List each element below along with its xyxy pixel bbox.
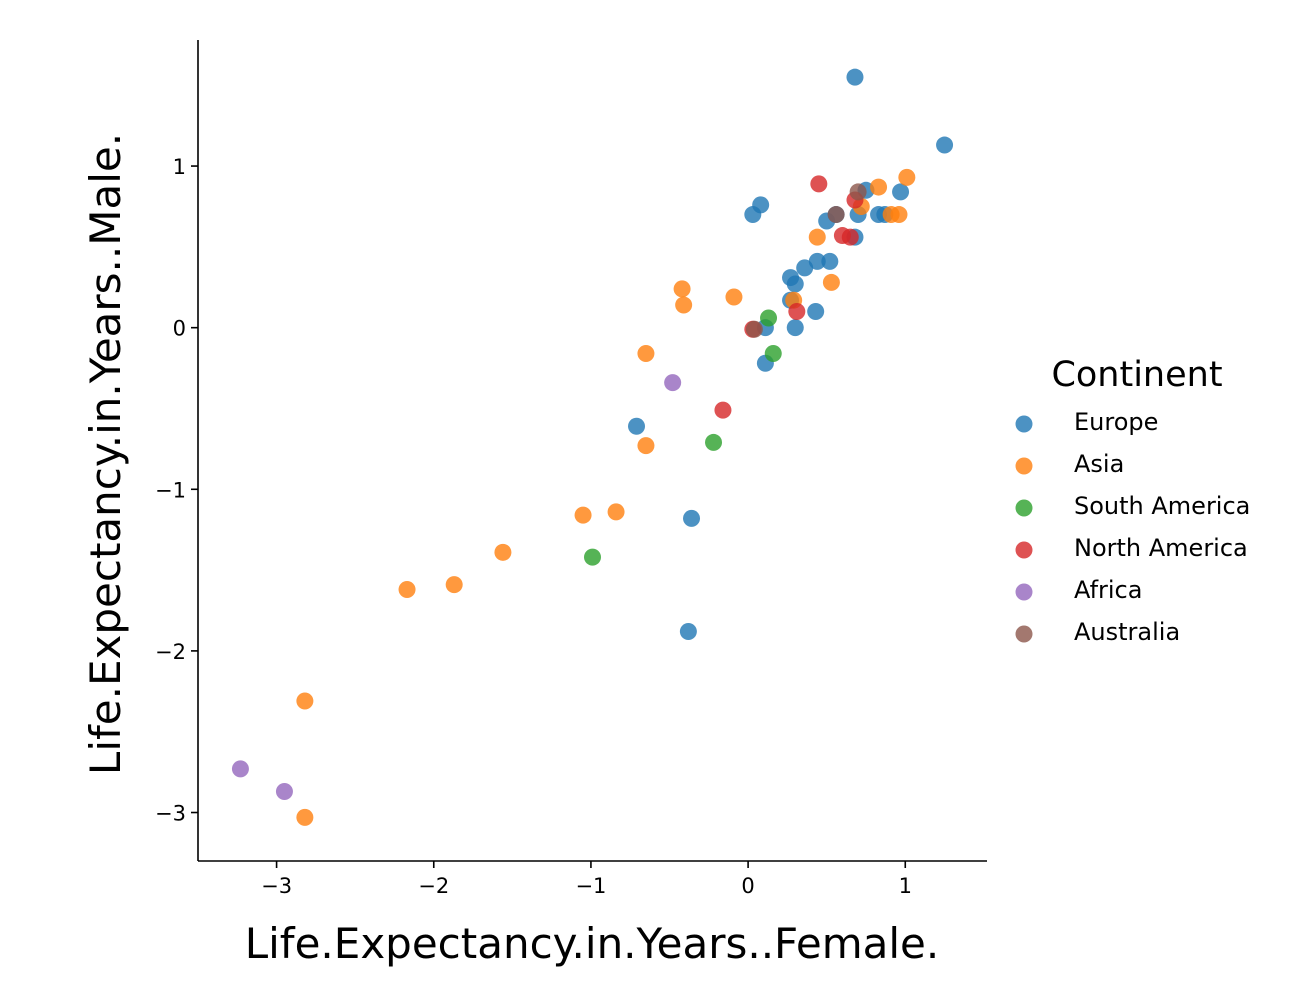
data-point — [898, 168, 916, 186]
data-point — [725, 288, 743, 306]
data-point — [664, 374, 682, 392]
x-tick-label: −3 — [261, 874, 292, 898]
data-point — [679, 623, 697, 641]
legend-label: Europe — [1074, 408, 1158, 436]
data-point — [445, 576, 463, 594]
data-point — [296, 692, 314, 710]
data-point — [892, 183, 910, 201]
data-points — [231, 68, 954, 826]
series-australia — [745, 183, 867, 338]
data-point — [796, 259, 814, 277]
series-asia — [296, 168, 916, 826]
x-ticks: −3 −2 −1 0 1 — [261, 861, 912, 898]
data-point — [807, 303, 825, 321]
data-point — [745, 320, 763, 338]
legend-title: Continent — [1051, 355, 1222, 395]
data-point — [494, 543, 512, 561]
data-point — [786, 319, 804, 337]
data-point — [398, 580, 416, 598]
data-point — [607, 503, 625, 521]
data-point — [764, 345, 782, 363]
legend-marker — [1015, 541, 1033, 559]
data-point — [849, 183, 867, 201]
data-point — [675, 296, 693, 314]
y-tick-label: 0 — [173, 317, 186, 341]
data-point — [890, 206, 908, 224]
legend-label: South America — [1074, 492, 1250, 520]
y-axis-title: Life.Expectancy.in.Years..Male. — [81, 133, 130, 775]
data-point — [808, 228, 826, 246]
data-point — [231, 760, 249, 778]
x-tick-label: 1 — [899, 874, 912, 898]
data-point — [808, 252, 826, 270]
data-point — [936, 136, 954, 154]
x-tick-label: −1 — [575, 874, 606, 898]
x-axis-title: Life.Expectancy.in.Years..Female. — [245, 919, 940, 968]
data-point — [744, 206, 762, 224]
legend-marker — [1015, 583, 1033, 601]
legend-label: Asia — [1074, 450, 1124, 478]
data-point — [705, 433, 723, 451]
legend-label: Africa — [1074, 576, 1142, 604]
legend-items: Europe Asia South America North America Afri… — [1015, 408, 1250, 646]
data-point — [574, 506, 592, 524]
legend-marker — [1015, 415, 1033, 433]
data-point — [275, 783, 293, 801]
legend: Continent Europe Asia South America North A… — [1015, 355, 1250, 646]
series-europe — [628, 68, 954, 641]
data-point — [821, 252, 839, 270]
data-point — [673, 280, 691, 298]
data-point — [870, 178, 888, 196]
data-point — [846, 68, 864, 86]
data-point — [296, 808, 314, 826]
data-point — [810, 175, 828, 193]
legend-marker — [1015, 457, 1033, 475]
series-africa — [231, 374, 682, 801]
x-tick-label: −2 — [418, 874, 449, 898]
data-point — [584, 548, 601, 566]
y-tick-label: −1 — [155, 478, 186, 502]
legend-marker — [1015, 625, 1033, 643]
data-point — [714, 401, 732, 419]
data-point — [822, 273, 840, 291]
y-tick-label: 1 — [173, 155, 186, 179]
data-point — [637, 437, 655, 455]
y-ticks: −3 −2 −1 0 1 — [155, 155, 198, 826]
data-point — [683, 509, 701, 527]
y-tick-label: −2 — [155, 640, 186, 664]
legend-marker — [1015, 499, 1033, 517]
y-tick-label: −3 — [155, 802, 186, 826]
data-point — [637, 345, 655, 363]
x-tick-label: 0 — [741, 874, 754, 898]
legend-label: North America — [1074, 534, 1248, 562]
data-point — [788, 303, 806, 321]
series-south-america — [584, 309, 782, 566]
data-point — [628, 417, 646, 435]
data-point — [827, 206, 845, 224]
data-point — [841, 228, 859, 246]
data-point — [786, 275, 804, 293]
data-point — [760, 309, 778, 327]
legend-label: Australia — [1074, 618, 1180, 646]
